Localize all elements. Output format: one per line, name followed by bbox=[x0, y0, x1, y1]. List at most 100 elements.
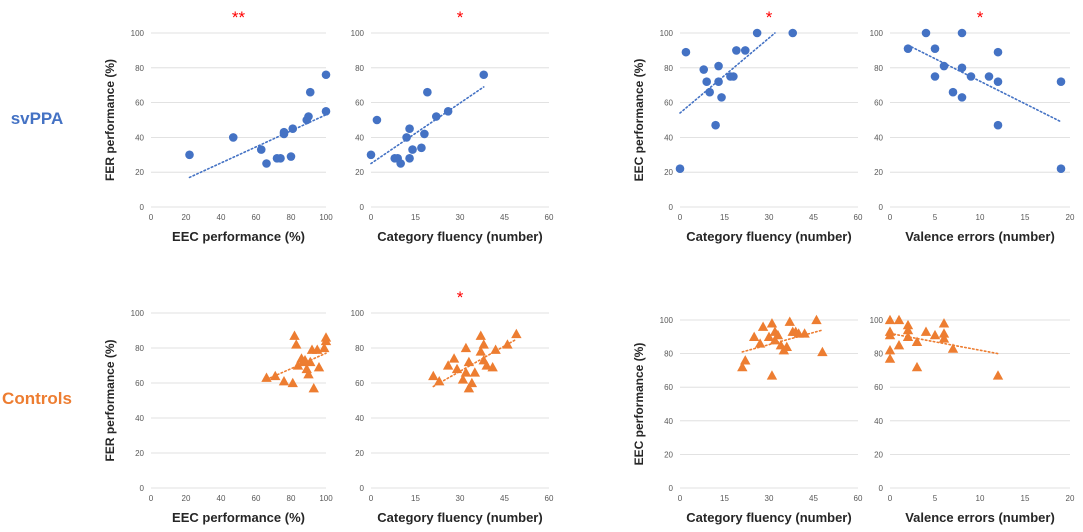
y-tick-label: 100 bbox=[351, 29, 365, 38]
x-tick-label: 10 bbox=[976, 494, 985, 503]
data-point bbox=[276, 153, 285, 163]
x-tick-label: 0 bbox=[369, 494, 374, 503]
y-tick-label: 100 bbox=[351, 309, 365, 318]
x-tick-label: 15 bbox=[411, 213, 420, 222]
data-point bbox=[811, 314, 822, 325]
scatter-panel-8: 0 20 40 60 80 100 0 5 10 15 20 Valence errors (numb… bbox=[870, 314, 1075, 525]
data-point bbox=[702, 77, 711, 87]
x-axis-label: EEC performance (%) bbox=[172, 510, 305, 525]
data-point bbox=[766, 370, 778, 380]
y-axis-label: FER performance (%) bbox=[103, 59, 117, 181]
x-tick-label: 5 bbox=[933, 213, 938, 222]
x-tick-label: 0 bbox=[888, 213, 893, 222]
data-point bbox=[920, 326, 932, 336]
data-point bbox=[366, 150, 376, 160]
significance-marker: * bbox=[977, 8, 984, 27]
x-tick-label: 15 bbox=[720, 494, 729, 503]
trendline bbox=[907, 44, 1062, 123]
data-point bbox=[784, 316, 795, 326]
data-point bbox=[228, 133, 238, 142]
data-point bbox=[884, 329, 896, 340]
y-tick-label: 60 bbox=[874, 99, 883, 108]
y-tick-label: 60 bbox=[664, 99, 673, 108]
data-point bbox=[740, 355, 751, 365]
data-point bbox=[434, 376, 445, 386]
y-tick-label: 80 bbox=[664, 350, 673, 359]
data-point bbox=[288, 124, 298, 133]
data-point bbox=[289, 330, 300, 340]
data-point bbox=[185, 150, 194, 160]
data-point bbox=[479, 70, 489, 80]
data-point bbox=[463, 383, 475, 393]
data-point bbox=[993, 120, 1003, 130]
x-tick-label: 60 bbox=[545, 213, 554, 222]
data-point bbox=[321, 107, 331, 116]
data-point bbox=[957, 28, 967, 38]
x-tick-label: 30 bbox=[765, 213, 774, 222]
x-tick-label: 40 bbox=[217, 213, 226, 222]
y-tick-label: 20 bbox=[664, 168, 673, 177]
data-point bbox=[511, 328, 522, 339]
data-point bbox=[884, 345, 896, 355]
data-point bbox=[717, 93, 726, 102]
y-tick-label: 80 bbox=[355, 64, 364, 73]
trendline bbox=[679, 32, 776, 114]
y-tick-label: 100 bbox=[870, 29, 884, 38]
y-tick-label: 0 bbox=[360, 484, 365, 493]
x-tick-label: 0 bbox=[149, 213, 154, 222]
data-point bbox=[748, 331, 760, 341]
data-point bbox=[305, 87, 315, 97]
data-point bbox=[754, 338, 766, 348]
data-point bbox=[902, 331, 914, 341]
x-tick-label: 100 bbox=[319, 494, 333, 503]
x-tick-label: 0 bbox=[678, 494, 683, 503]
data-point bbox=[478, 339, 489, 349]
data-point bbox=[992, 370, 1004, 380]
significance-marker: ** bbox=[232, 8, 246, 27]
data-point bbox=[443, 107, 453, 116]
x-axis-label: Category fluency (number) bbox=[377, 510, 542, 525]
y-tick-label: 80 bbox=[135, 344, 144, 353]
scatter-panel-4: 0 20 40 60 80 100 0 5 10 15 20 Valence errors (numb… bbox=[870, 8, 1075, 244]
x-tick-label: 60 bbox=[854, 494, 863, 503]
data-point bbox=[469, 367, 481, 377]
trendline bbox=[188, 113, 327, 179]
data-point bbox=[947, 343, 959, 353]
data-point bbox=[699, 65, 709, 74]
data-point bbox=[957, 93, 967, 102]
y-tick-label: 100 bbox=[870, 316, 884, 325]
scatter-panel-5: 0 20 40 60 80 100 0 20 40 60 80 100 EEC performance … bbox=[103, 309, 333, 525]
y-tick-label: 60 bbox=[135, 99, 144, 108]
data-point bbox=[487, 362, 498, 372]
y-tick-label: 100 bbox=[660, 316, 674, 325]
data-point bbox=[984, 72, 994, 81]
data-point bbox=[772, 329, 784, 340]
trendline bbox=[741, 329, 824, 353]
data-point bbox=[405, 153, 414, 163]
data-point bbox=[451, 363, 463, 374]
data-point bbox=[769, 334, 781, 345]
y-tick-label: 100 bbox=[131, 29, 145, 38]
x-axis-label: Valence errors (number) bbox=[905, 229, 1055, 244]
data-point bbox=[757, 321, 769, 331]
data-point bbox=[372, 115, 382, 125]
data-point bbox=[711, 120, 720, 130]
data-point bbox=[431, 112, 441, 121]
y-tick-label: 40 bbox=[135, 133, 144, 142]
data-point bbox=[939, 61, 949, 71]
data-point bbox=[313, 362, 325, 372]
x-tick-label: 60 bbox=[545, 494, 554, 503]
data-point bbox=[320, 335, 332, 346]
data-point bbox=[270, 370, 281, 381]
x-tick-label: 20 bbox=[1066, 213, 1075, 222]
y-tick-label: 60 bbox=[355, 99, 364, 108]
data-point bbox=[957, 63, 967, 73]
data-point bbox=[287, 377, 298, 388]
y-tick-label: 40 bbox=[664, 133, 673, 142]
data-point bbox=[929, 329, 941, 340]
y-tick-label: 20 bbox=[355, 449, 364, 458]
data-point bbox=[938, 328, 950, 338]
